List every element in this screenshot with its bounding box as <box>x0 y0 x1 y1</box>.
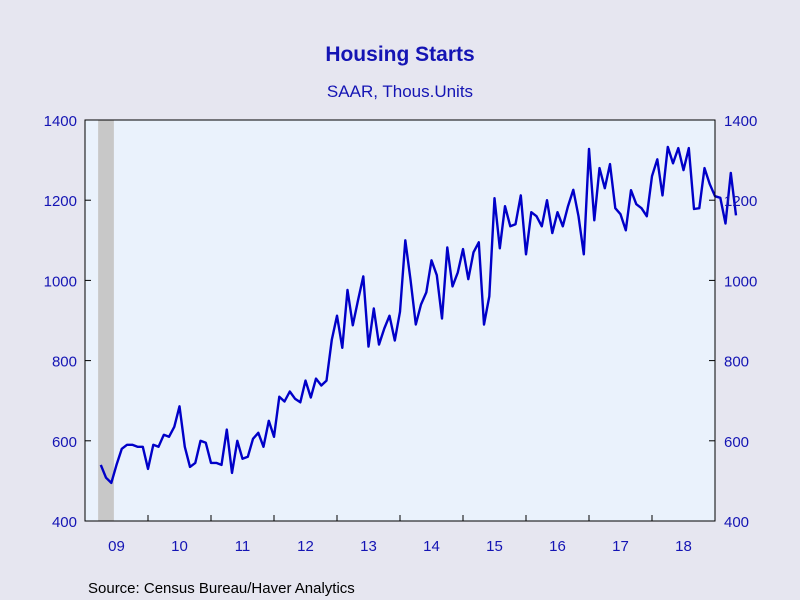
x-axis: 09 10 11 12 13 14 15 16 17 18 <box>108 538 692 555</box>
y-tick-label-right: 1000 <box>724 273 757 290</box>
x-tick-label: 13 <box>360 538 377 555</box>
y-tick-label-left: 800 <box>52 354 77 371</box>
x-tick-label: 15 <box>486 538 503 555</box>
y-tick-label-right: 800 <box>724 354 749 371</box>
y-axis-right: 1400 1200 1000 800 600 400 <box>724 113 757 531</box>
chart-title: Housing Starts <box>325 43 474 66</box>
y-tick-label-left: 1000 <box>44 273 77 290</box>
y-tick-label-right: 600 <box>724 434 749 451</box>
x-tick-label: 09 <box>108 538 125 555</box>
y-tick-label-left: 600 <box>52 434 77 451</box>
x-tick-label: 16 <box>549 538 566 555</box>
x-tick-label: 12 <box>297 538 314 555</box>
series-line-housing-starts <box>99 145 738 485</box>
y-tick-label-left: 1200 <box>44 193 77 210</box>
y-axis-left: 1400 1200 1000 800 600 400 <box>44 113 77 531</box>
y-tick-label-left: 1400 <box>44 113 77 130</box>
plot-area <box>85 120 715 521</box>
chart-subtitle: SAAR, Thous.Units <box>327 82 473 101</box>
x-tick-label: 11 <box>235 538 251 555</box>
y-tick-label-right: 400 <box>724 514 749 531</box>
recession-shading <box>98 120 114 521</box>
x-tick-label: 14 <box>423 538 440 555</box>
y-tick-label-left: 400 <box>52 514 77 531</box>
y-tick-label-right: 1400 <box>724 113 757 130</box>
x-tick-label: 18 <box>675 538 692 555</box>
plot-border <box>84 119 716 522</box>
x-tick-label: 17 <box>612 538 629 555</box>
source-note: Source: Census Bureau/Haver Analytics <box>88 580 355 597</box>
y-tick-label-right: 1200 <box>724 193 757 210</box>
x-tick-label: 10 <box>171 538 188 555</box>
